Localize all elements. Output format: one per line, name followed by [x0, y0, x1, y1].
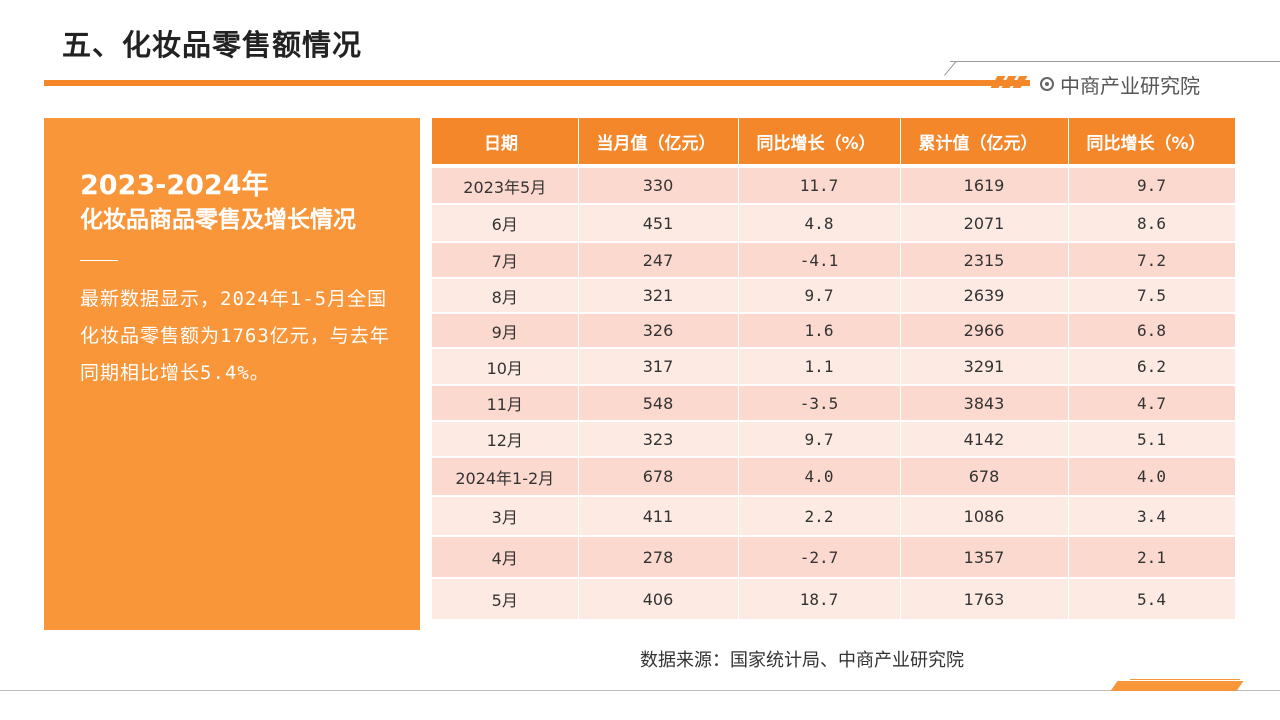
- table-cell: 1.1: [738, 348, 901, 386]
- table-cell: 3.4: [1068, 496, 1236, 537]
- panel-year: 2023-2024年: [80, 170, 269, 201]
- table-cell: 321: [578, 278, 739, 314]
- table-header-cell: 累计值（亿元）: [900, 118, 1069, 168]
- table-cell: 5月: [432, 578, 579, 621]
- table-cell: 678: [900, 457, 1069, 497]
- table-cell: 317: [578, 348, 739, 386]
- table-cell: 6月: [432, 204, 579, 243]
- table-cell: 411: [578, 496, 739, 537]
- page-title: 五、化妆品零售额情况: [62, 28, 363, 62]
- table-cell: 2071: [900, 204, 1069, 243]
- table-cell: 4.7: [1068, 385, 1236, 422]
- table-cell: 3月: [432, 496, 579, 537]
- table-cell: 9.7: [738, 421, 901, 458]
- table-cell: 1357: [900, 536, 1069, 579]
- brand-logo: 中商产业研究院: [1040, 70, 1200, 98]
- table-row: 10月 317 1.1 3291 6.2: [432, 348, 1236, 386]
- table-cell: 8月: [432, 278, 579, 314]
- table-row: 8月 321 9.7 2639 7.5: [432, 278, 1236, 314]
- table-cell: 2.1: [1068, 536, 1236, 579]
- table-cell: 11月: [432, 385, 579, 422]
- table-cell: 3291: [900, 348, 1069, 386]
- table-cell: 278: [578, 536, 739, 579]
- table-cell: -4.1: [738, 242, 901, 279]
- table-cell: 9.7: [738, 278, 901, 314]
- table-cell: 1086: [900, 496, 1069, 537]
- table-cell: 9.7: [1068, 166, 1236, 205]
- table-cell: 2315: [900, 242, 1069, 279]
- table-row: 6月 451 4.8 2071 8.6: [432, 204, 1236, 243]
- table-cell: 1.6: [738, 313, 901, 349]
- table-cell: 678: [578, 457, 739, 497]
- table-cell: 1619: [900, 166, 1069, 205]
- table-cell: 10月: [432, 348, 579, 386]
- table-cell: 1763: [900, 578, 1069, 621]
- panel-subtitle: 化妆品商品零售及增长情况: [80, 207, 356, 233]
- table-cell: 7月: [432, 242, 579, 279]
- table-cell: 6.8: [1068, 313, 1236, 349]
- table-cell: 18.7: [738, 578, 901, 621]
- footer-decoration: [1110, 681, 1244, 691]
- table-cell: 7.2: [1068, 242, 1236, 279]
- table-header-cell: 同比增长（%）: [1068, 118, 1236, 168]
- table-header-cell: 当月值（亿元）: [578, 118, 739, 168]
- table-row: 5月 406 18.7 1763 5.4: [432, 578, 1236, 621]
- table-header-cell: 同比增长（%）: [738, 118, 901, 168]
- footer-rule: [0, 690, 1280, 691]
- table-cell: 5.1: [1068, 421, 1236, 458]
- table-cell: 6.2: [1068, 348, 1236, 386]
- table-cell: 323: [578, 421, 739, 458]
- table-cell: 5.4: [1068, 578, 1236, 621]
- table-cell: 4142: [900, 421, 1069, 458]
- table-row: 9月 326 1.6 2966 6.8: [432, 313, 1236, 349]
- table-cell: 8.6: [1068, 204, 1236, 243]
- table-cell: 326: [578, 313, 739, 349]
- table-header-cell: 日期: [432, 118, 579, 168]
- brand-name: 中商产业研究院: [1060, 73, 1200, 98]
- table-cell: 2966: [900, 313, 1069, 349]
- table-cell: 4.0: [1068, 457, 1236, 497]
- table-cell: 2023年5月: [432, 166, 579, 205]
- table-cell: 12月: [432, 421, 579, 458]
- retail-table: 日期 当月值（亿元） 同比增长（%） 累计值（亿元） 同比增长（%） 2023年5月 33…: [432, 118, 1236, 621]
- data-source: 数据来源：国家统计局、中商产业研究院: [640, 650, 964, 671]
- table-cell: 7.5: [1068, 278, 1236, 314]
- table-cell: 548: [578, 385, 739, 422]
- target-icon: [1040, 77, 1054, 91]
- table-row: 12月 323 9.7 4142 5.1: [432, 421, 1236, 458]
- table-cell: -2.7: [738, 536, 901, 579]
- table-cell: 4.8: [738, 204, 901, 243]
- table-row: 2023年5月 330 11.7 1619 9.7: [432, 166, 1236, 205]
- table-cell: 406: [578, 578, 739, 621]
- footer-decoration-line: [1130, 679, 1240, 680]
- table-row: 4月 278 -2.7 1357 2.1: [432, 536, 1236, 579]
- table-cell: 2024年1-2月: [432, 457, 579, 497]
- table-cell: 2639: [900, 278, 1069, 314]
- panel-body: 最新数据显示，2024年1-5月全国化妆品零售额为1763亿元，与去年同期相比增…: [80, 288, 390, 384]
- summary-panel: 2023-2024年 化妆品商品零售及增长情况 最新数据显示，2024年1-5月…: [44, 118, 420, 630]
- table-header-row: 日期 当月值（亿元） 同比增长（%） 累计值（亿元） 同比增长（%）: [432, 118, 1236, 168]
- table-row: 7月 247 -4.1 2315 7.2: [432, 242, 1236, 279]
- table-cell: 330: [578, 166, 739, 205]
- header-diagonal-line: [944, 61, 957, 76]
- retail-table-container: 日期 当月值（亿元） 同比增长（%） 累计值（亿元） 同比增长（%） 2023年5月 33…: [432, 118, 1236, 630]
- header-rule: [950, 61, 1280, 62]
- table-cell: -3.5: [738, 385, 901, 422]
- panel-divider: [80, 260, 118, 261]
- table-cell: 4.0: [738, 457, 901, 497]
- table-cell: 451: [578, 204, 739, 243]
- table-cell: 9月: [432, 313, 579, 349]
- table-cell: 247: [578, 242, 739, 279]
- table-row: 3月 411 2.2 1086 3.4: [432, 496, 1236, 537]
- table-body: 2023年5月 330 11.7 1619 9.7 6月 451 4.8 2071 8.6 7月 24…: [432, 166, 1236, 621]
- table-cell: 11.7: [738, 166, 901, 205]
- table-cell: 4月: [432, 536, 579, 579]
- table-cell: 2.2: [738, 496, 901, 537]
- title-underline: [44, 80, 1030, 86]
- table-row: 2024年1-2月 678 4.0 678 4.0: [432, 457, 1236, 497]
- table-cell: 3843: [900, 385, 1069, 422]
- title-stripes-decoration: [990, 76, 1030, 88]
- table-row: 11月 548 -3.5 3843 4.7: [432, 385, 1236, 422]
